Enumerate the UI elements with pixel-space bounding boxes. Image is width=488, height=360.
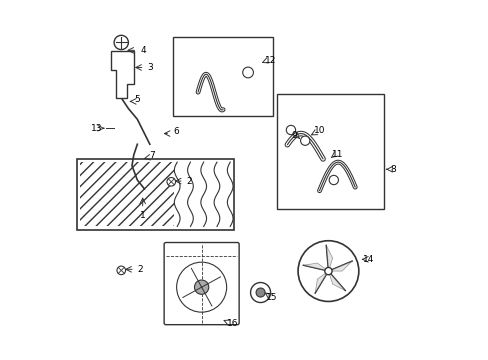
Polygon shape [328, 271, 345, 291]
Text: 2: 2 [186, 176, 192, 185]
Polygon shape [325, 246, 332, 271]
Text: 6: 6 [173, 127, 179, 136]
Text: 7: 7 [148, 151, 154, 160]
Circle shape [117, 266, 125, 275]
Text: 4: 4 [140, 46, 145, 55]
Circle shape [194, 280, 208, 294]
Circle shape [250, 283, 270, 302]
Circle shape [300, 136, 309, 145]
Polygon shape [328, 261, 351, 271]
Text: 3: 3 [147, 63, 153, 72]
Text: 10: 10 [313, 126, 325, 135]
Circle shape [114, 35, 128, 50]
Text: 8: 8 [389, 165, 395, 174]
Text: 13: 13 [90, 124, 102, 133]
Text: 15: 15 [265, 293, 277, 302]
Bar [80, 162, 174, 226]
Text: 1: 1 [140, 211, 145, 220]
Text: 5: 5 [134, 95, 140, 104]
Circle shape [256, 288, 264, 297]
Circle shape [298, 241, 358, 301]
Text: 11: 11 [331, 150, 343, 159]
Text: 14: 14 [363, 255, 374, 264]
Bar [173, 37, 272, 116]
Circle shape [176, 262, 226, 312]
Text: 2: 2 [138, 265, 143, 274]
Text: 9: 9 [291, 131, 297, 140]
Circle shape [166, 177, 175, 186]
Polygon shape [303, 263, 328, 271]
Text: 12: 12 [264, 56, 275, 65]
Text: 16: 16 [226, 319, 238, 328]
Polygon shape [110, 51, 134, 98]
FancyBboxPatch shape [164, 243, 239, 325]
Circle shape [285, 125, 295, 135]
Circle shape [324, 267, 331, 275]
Bar [276, 94, 383, 208]
Circle shape [328, 175, 338, 185]
Bar [77, 158, 233, 230]
Circle shape [242, 67, 253, 78]
Polygon shape [314, 271, 328, 293]
